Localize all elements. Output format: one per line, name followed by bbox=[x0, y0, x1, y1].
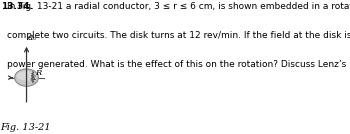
Ellipse shape bbox=[16, 71, 37, 81]
Text: power generated. What is the effect of this on the rotation? Discuss Lenz’s law : power generated. What is the effect of t… bbox=[7, 60, 350, 69]
Text: complete two circuits. The disk turns at 12 rev/min. If the field at the disk is: complete two circuits. The disk turns at… bbox=[7, 31, 350, 40]
Ellipse shape bbox=[15, 69, 38, 86]
Text: R: R bbox=[29, 75, 36, 82]
Text: In Fig. 13-21 a radial conductor, 3 ≤ r ≤ 6 cm, is shown embedded in a rotating : In Fig. 13-21 a radial conductor, 3 ≤ r … bbox=[7, 2, 350, 11]
Text: 13.34.: 13.34. bbox=[1, 2, 33, 11]
Text: aₙ: aₙ bbox=[28, 34, 37, 42]
Text: Fig. 13-21: Fig. 13-21 bbox=[0, 123, 51, 132]
Text: R: R bbox=[35, 69, 41, 77]
